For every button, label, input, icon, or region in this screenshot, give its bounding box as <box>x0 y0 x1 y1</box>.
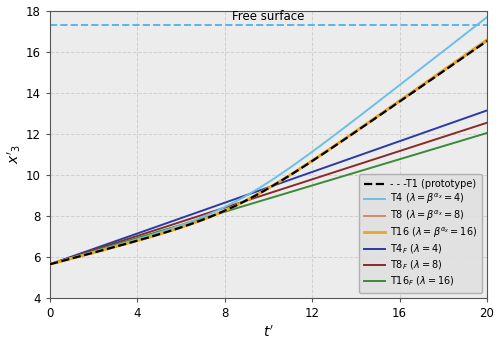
T4 ($\lambda = \beta^{\alpha_x} = 4$) <box>484 15 490 19</box>
T16 ($\lambda = \beta^{\alpha_x} = 16$) <box>260 190 266 194</box>
T8 ($\lambda = \beta^{\alpha_x} = 8$) <box>248 196 254 200</box>
T8 ($\lambda = \beta^{\alpha_x} = 8$) <box>47 262 53 266</box>
T4 ($\lambda = \beta^{\alpha_x} = 4$) <box>472 25 478 29</box>
T8$_F$ ($\lambda = 8$) <box>70 255 75 259</box>
Line: T4$_F$ ($\lambda = 4$): T4$_F$ ($\lambda = 4$) <box>50 110 487 264</box>
Line: T4 ($\lambda = \beta^{\alpha_x} = 4$): T4 ($\lambda = \beta^{\alpha_x} = 4$) <box>50 17 487 264</box>
T16 ($\lambda = \beta^{\alpha_x} = 16$) <box>391 102 397 107</box>
T8$_F$ ($\lambda = 8$) <box>472 125 478 129</box>
T16$_F$ ($\lambda = 16$) <box>472 135 478 139</box>
T8$_F$ ($\lambda = 8$) <box>471 125 477 129</box>
T8 ($\lambda = \beta^{\alpha_x} = 8$) <box>260 190 266 194</box>
- - -T1 (prototype) <box>484 39 490 43</box>
Line: T8$_F$ ($\lambda = 8$): T8$_F$ ($\lambda = 8$) <box>50 123 487 264</box>
Line: T16$_F$ ($\lambda = 16$): T16$_F$ ($\lambda = 16$) <box>50 133 487 264</box>
T16$_F$ ($\lambda = 16$) <box>248 202 254 206</box>
T4$_F$ ($\lambda = 4$) <box>471 113 477 117</box>
T4$_F$ ($\lambda = 4$) <box>391 141 397 145</box>
T4 ($\lambda = \beta^{\alpha_x} = 4$) <box>248 191 254 195</box>
T16 ($\lambda = \beta^{\alpha_x} = 16$) <box>484 38 490 42</box>
T8$_F$ ($\lambda = 8$) <box>260 193 266 198</box>
T4$_F$ ($\lambda = 4$) <box>260 188 266 192</box>
Text: Free surface: Free surface <box>232 10 304 23</box>
T8 ($\lambda = \beta^{\alpha_x} = 8$) <box>471 48 477 52</box>
T16$_F$ ($\lambda = 16$) <box>260 198 266 202</box>
T16$_F$ ($\lambda = 16$) <box>391 159 397 163</box>
- - -T1 (prototype) <box>471 48 477 52</box>
T8 ($\lambda = \beta^{\alpha_x} = 8$) <box>391 103 397 108</box>
T4 ($\lambda = \beta^{\alpha_x} = 4$) <box>47 262 53 266</box>
T16$_F$ ($\lambda = 16$) <box>471 135 477 139</box>
T16$_F$ ($\lambda = 16$) <box>70 255 75 260</box>
- - -T1 (prototype) <box>47 262 53 266</box>
Line: T16 ($\lambda = \beta^{\alpha_x} = 16$): T16 ($\lambda = \beta^{\alpha_x} = 16$) <box>50 40 487 264</box>
T16 ($\lambda = \beta^{\alpha_x} = 16$) <box>70 256 75 261</box>
Legend: - - -T1 (prototype), T4 ($\lambda = \beta^{\alpha_x} = 4$), T8 ($\lambda = \beta: - - -T1 (prototype), T4 ($\lambda = \bet… <box>359 174 482 293</box>
T8 ($\lambda = \beta^{\alpha_x} = 8$) <box>472 48 478 52</box>
Line: T8 ($\lambda = \beta^{\alpha_x} = 8$): T8 ($\lambda = \beta^{\alpha_x} = 8$) <box>50 41 487 264</box>
T8$_F$ ($\lambda = 8$) <box>391 151 397 155</box>
- - -T1 (prototype) <box>260 190 266 194</box>
T8$_F$ ($\lambda = 8$) <box>484 121 490 125</box>
T4$_F$ ($\lambda = 4$) <box>70 254 75 258</box>
T4 ($\lambda = \beta^{\alpha_x} = 4$) <box>70 256 75 260</box>
T4$_F$ ($\lambda = 4$) <box>484 108 490 112</box>
- - -T1 (prototype) <box>248 196 254 200</box>
- - -T1 (prototype) <box>70 256 75 261</box>
T8$_F$ ($\lambda = 8$) <box>248 197 254 201</box>
T4$_F$ ($\lambda = 4$) <box>248 191 254 195</box>
T8 ($\lambda = \beta^{\alpha_x} = 8$) <box>484 39 490 43</box>
T16 ($\lambda = \beta^{\alpha_x} = 16$) <box>472 47 478 51</box>
T4$_F$ ($\lambda = 4$) <box>472 113 478 117</box>
X-axis label: $t'$: $t'$ <box>263 325 274 340</box>
T16$_F$ ($\lambda = 16$) <box>47 262 53 266</box>
T4 ($\lambda = \beta^{\alpha_x} = 4$) <box>471 25 477 29</box>
T4$_F$ ($\lambda = 4$) <box>47 262 53 266</box>
T4 ($\lambda = \beta^{\alpha_x} = 4$) <box>391 87 397 91</box>
- - -T1 (prototype) <box>472 48 478 52</box>
Y-axis label: $x'_3$: $x'_3$ <box>6 144 23 164</box>
T16 ($\lambda = \beta^{\alpha_x} = 16$) <box>47 262 53 266</box>
T16$_F$ ($\lambda = 16$) <box>484 131 490 135</box>
T4 ($\lambda = \beta^{\alpha_x} = 4$) <box>260 184 266 188</box>
T8$_F$ ($\lambda = 8$) <box>47 262 53 266</box>
T8 ($\lambda = \beta^{\alpha_x} = 8$) <box>70 256 75 261</box>
T16 ($\lambda = \beta^{\alpha_x} = 16$) <box>471 47 477 51</box>
Line: - - -T1 (prototype): - - -T1 (prototype) <box>50 41 487 264</box>
T16 ($\lambda = \beta^{\alpha_x} = 16$) <box>248 196 254 200</box>
- - -T1 (prototype) <box>391 103 397 108</box>
